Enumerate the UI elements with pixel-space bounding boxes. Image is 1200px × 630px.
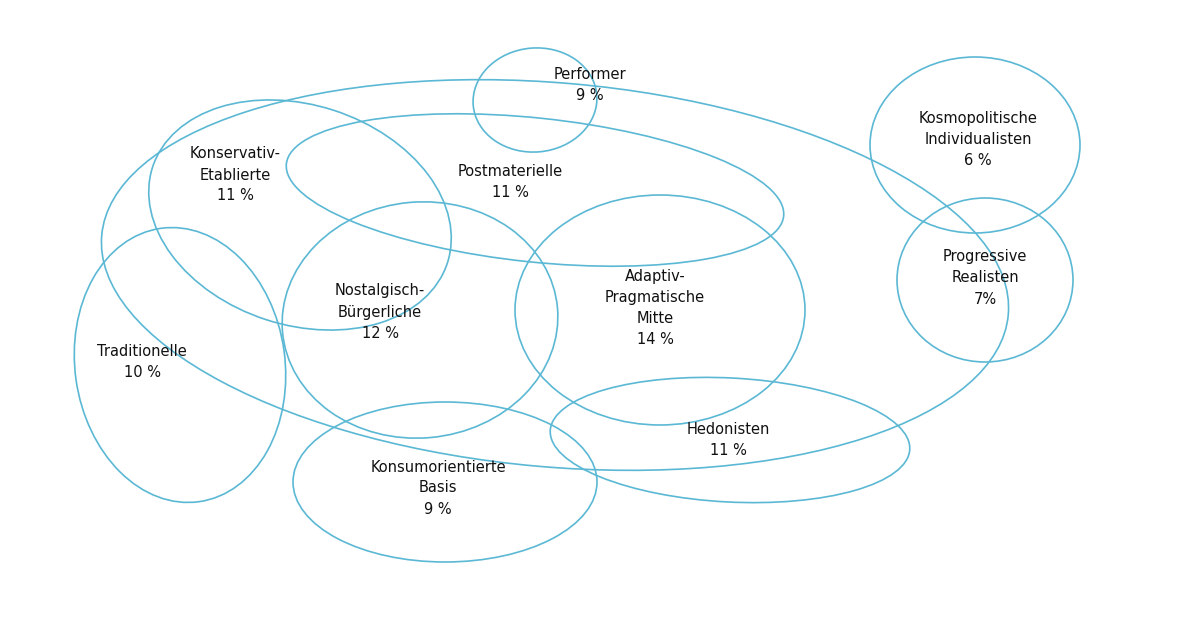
Text: Konsumorientierte
Basis
9 %: Konsumorientierte Basis 9 % xyxy=(370,459,506,517)
Text: Progressive
Realisten
7%: Progressive Realisten 7% xyxy=(943,249,1027,307)
Text: Konservativ-
Etablierte
11 %: Konservativ- Etablierte 11 % xyxy=(190,147,281,203)
Text: Traditionelle
10 %: Traditionelle 10 % xyxy=(97,344,187,380)
Text: Adaptiv-
Pragmatische
Mitte
14 %: Adaptiv- Pragmatische Mitte 14 % xyxy=(605,269,706,347)
Text: Postmaterielle
11 %: Postmaterielle 11 % xyxy=(457,164,563,200)
Text: Kosmopolitische
Individualisten
6 %: Kosmopolitische Individualisten 6 % xyxy=(918,112,1038,168)
Text: Nostalgisch-
Bürgerliche
12 %: Nostalgisch- Bürgerliche 12 % xyxy=(335,284,425,340)
Text: Performer
9 %: Performer 9 % xyxy=(553,67,626,103)
Text: Hedonisten
11 %: Hedonisten 11 % xyxy=(686,422,769,458)
